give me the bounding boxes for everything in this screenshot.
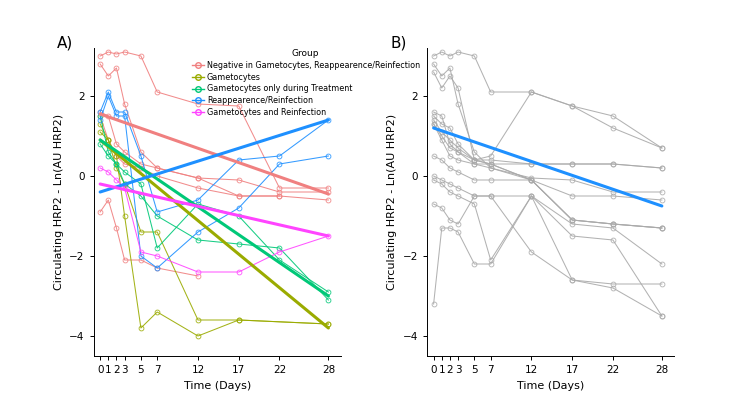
Text: B): B) <box>390 36 407 51</box>
X-axis label: Time (Days): Time (Days) <box>184 380 251 390</box>
Text: A): A) <box>57 36 73 51</box>
Legend: Negative in Gametocytes, Reappearence/Reinfection, Gametocytes, Gametocytes only: Negative in Gametocytes, Reappearence/Re… <box>192 49 420 117</box>
Y-axis label: Circulating HRP2 - Ln(AU HRP2): Circulating HRP2 - Ln(AU HRP2) <box>54 114 64 290</box>
X-axis label: Time (Days): Time (Days) <box>517 380 584 390</box>
Y-axis label: Circulating HRP2 - Ln(AU HRP2): Circulating HRP2 - Ln(AU HRP2) <box>387 114 397 290</box>
